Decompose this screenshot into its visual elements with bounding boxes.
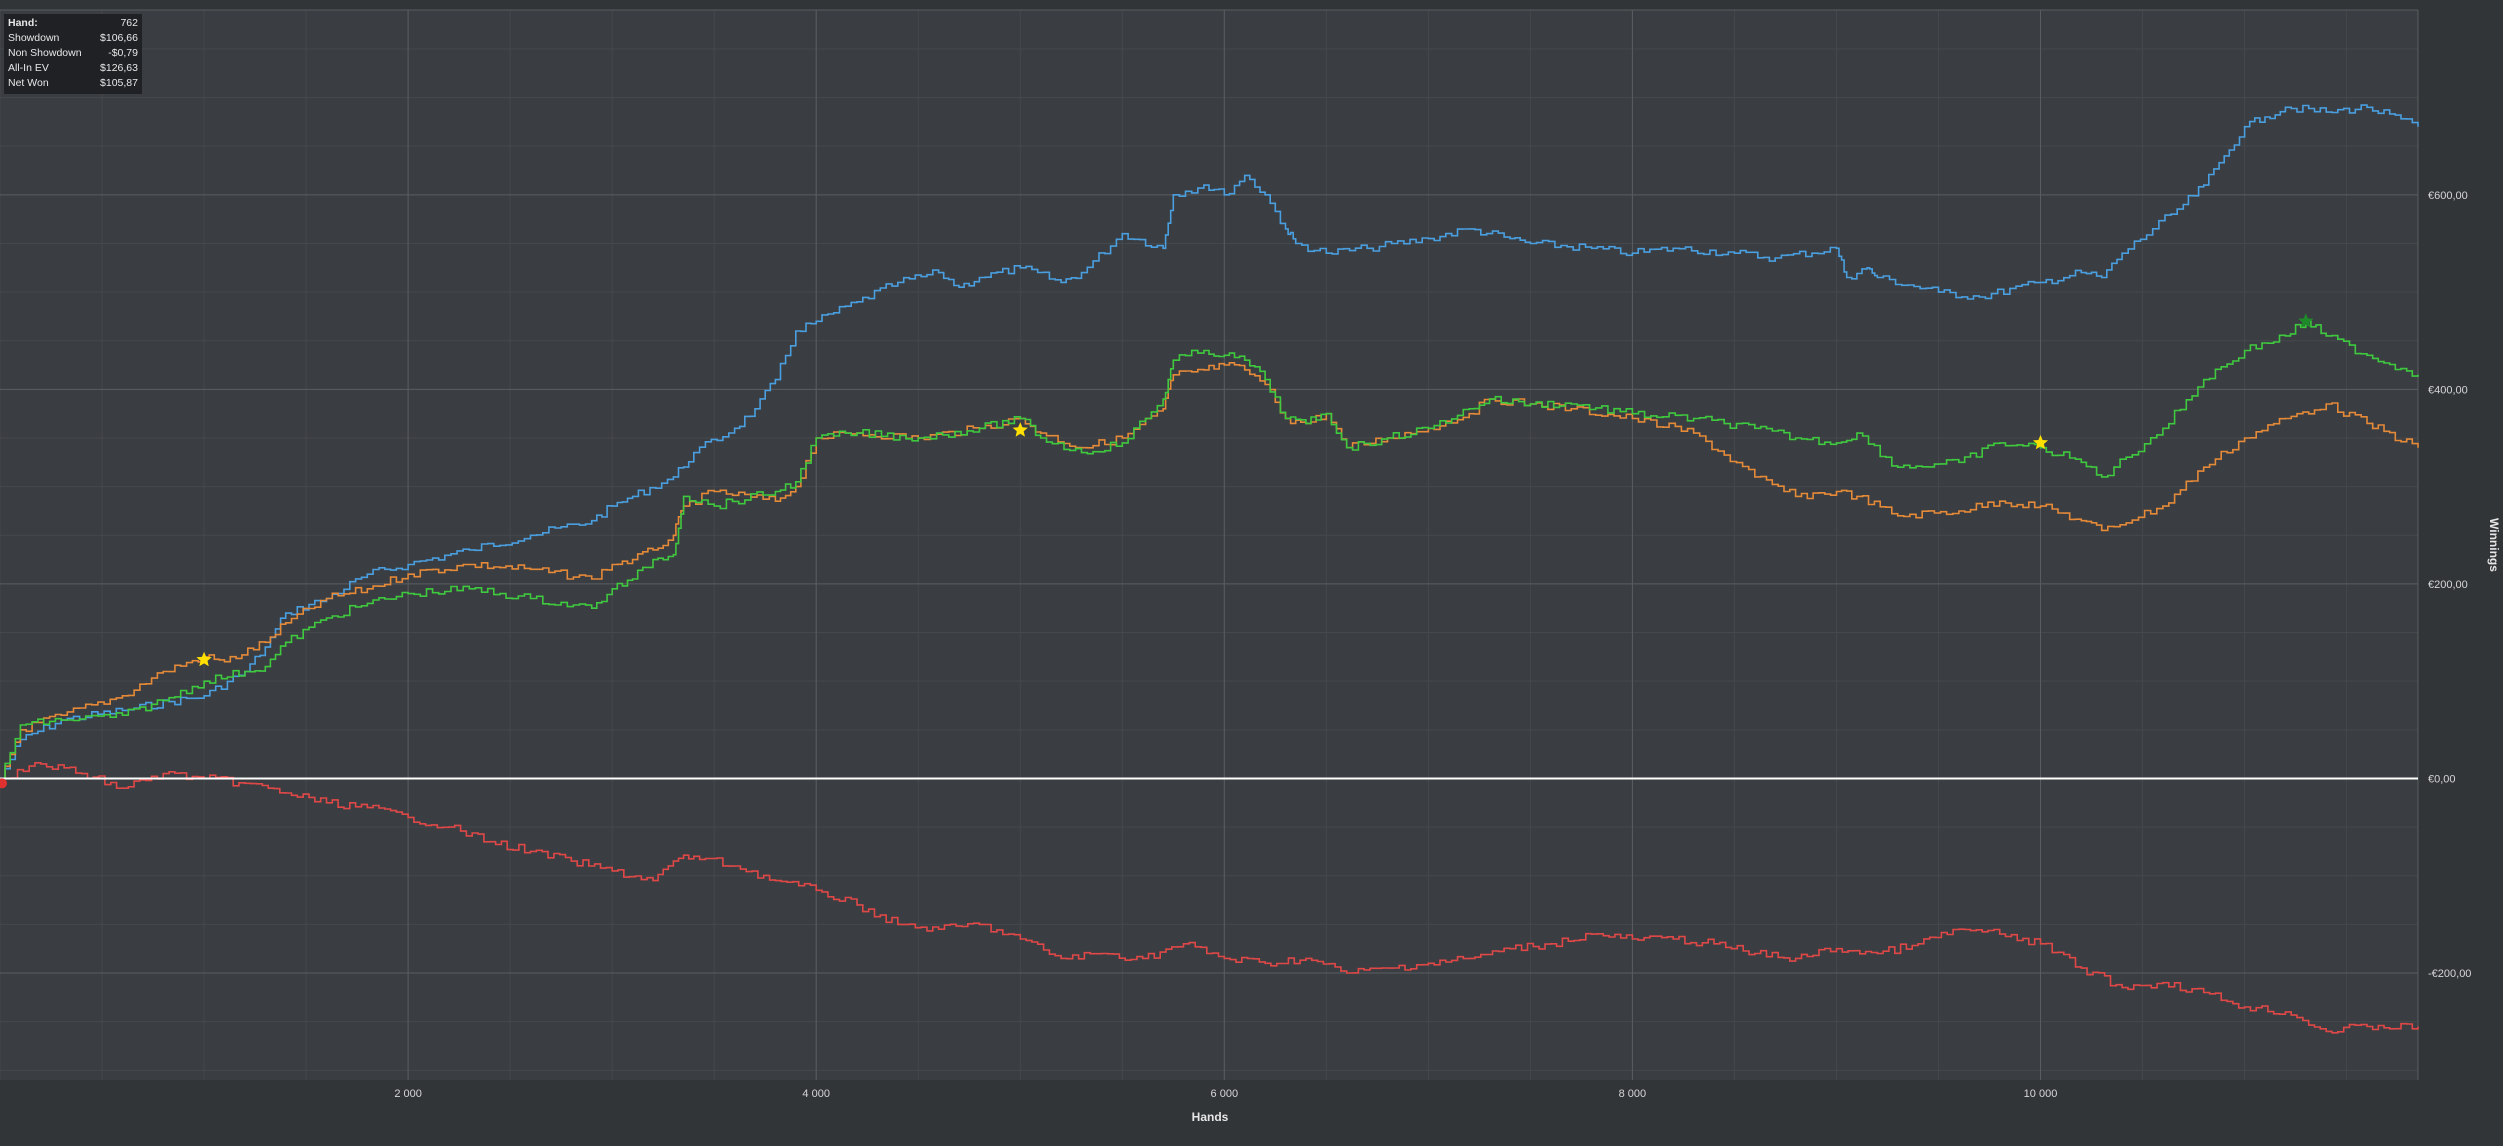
- stats-row-showdown: Showdown $106,66: [8, 31, 138, 46]
- series-line-3: [0, 762, 2419, 1034]
- minor-grid: [0, 10, 2418, 1080]
- x-axis-title: Hands: [1192, 1110, 1229, 1124]
- x-axis-ticks: 2 000 4 000 6 000 8 000 10 000: [394, 1088, 2057, 1100]
- series-line-2: [0, 320, 2419, 780]
- series-line-1: [0, 362, 2419, 780]
- x-tick-label: 10 000: [2024, 1088, 2058, 1100]
- star-marker: [196, 651, 212, 667]
- star-marker: [2298, 313, 2314, 328]
- y-tick-label: €200,00: [2428, 579, 2468, 591]
- y-axis-ticks: -€200,00 €0,00 €200,00 €400,00 €600,00: [2428, 190, 2471, 980]
- marker-layer: [0, 313, 2314, 789]
- stats-label: Net Won: [8, 77, 49, 89]
- major-grid: [0, 9, 2419, 1080]
- y-tick-label: €0,00: [2428, 773, 2456, 785]
- stats-value: $105,87: [100, 77, 138, 89]
- y-tick-label: €600,00: [2428, 190, 2468, 202]
- y-tick-label: €400,00: [2428, 384, 2468, 396]
- x-tick-label: 6 000: [1211, 1088, 1239, 1100]
- dot-marker: [0, 778, 7, 789]
- star-marker: [2032, 434, 2049, 450]
- stats-label: Hand:: [8, 17, 38, 29]
- stats-value: $106,66: [100, 32, 138, 44]
- star-marker: [1012, 422, 1028, 437]
- y-tick-label: -€200,00: [2428, 968, 2471, 980]
- series-layer: [0, 104, 2419, 1034]
- stats-row-hand: Hand: 762: [8, 16, 138, 31]
- stats-label: Non Showdown: [8, 47, 82, 59]
- stats-label: All-In EV: [8, 62, 49, 74]
- stats-value: $126,63: [100, 62, 138, 74]
- x-tick-label: 2 000: [394, 1088, 422, 1100]
- series-line-0: [0, 104, 2419, 780]
- stats-value: -$0,79: [108, 47, 138, 59]
- stats-value: 762: [120, 17, 138, 29]
- x-tick-label: 4 000: [802, 1088, 830, 1100]
- stats-label: Showdown: [8, 32, 60, 44]
- y-axis-title: Winnings: [2487, 518, 2501, 572]
- plot-background: [0, 10, 2418, 1080]
- stats-row-net-won: Net Won $105,87: [8, 76, 138, 91]
- stats-row-all-in-ev: All-In EV $126,63: [8, 61, 138, 76]
- stats-row-non-showdown: Non Showdown -$0,79: [8, 46, 138, 61]
- hand-stats-panel: Hand: 762 Showdown $106,66 Non Showdown …: [4, 14, 142, 94]
- x-tick-label: 8 000: [1619, 1088, 1647, 1100]
